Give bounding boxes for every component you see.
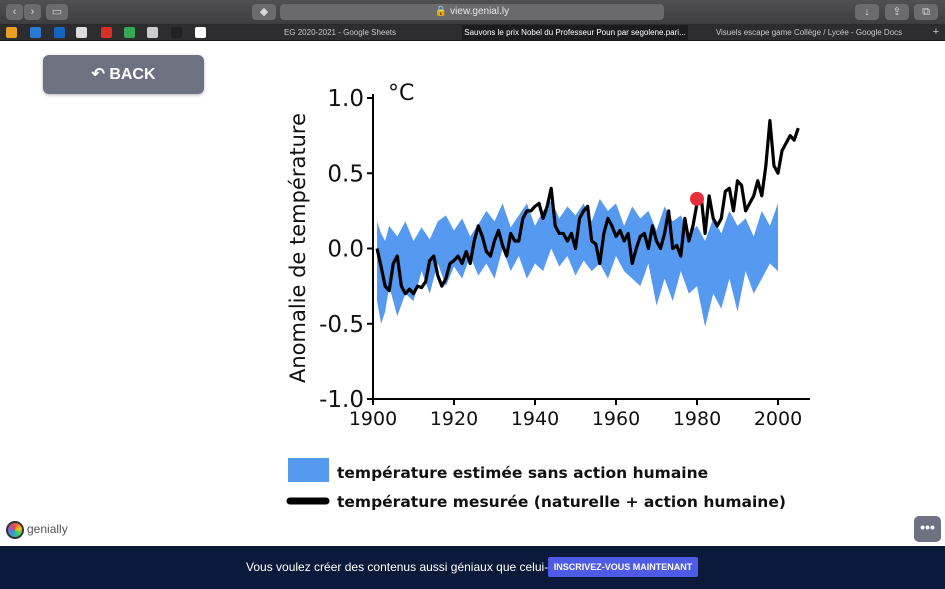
back-button-label: BACK (109, 66, 156, 83)
bookmark-icon[interactable] (76, 27, 87, 38)
y-axis-label: Anomalie de température (286, 113, 310, 383)
x-tick-label: 2000 (754, 408, 802, 430)
y-tick-label: -0.5 (319, 312, 364, 338)
bookmark-icon[interactable] (30, 27, 41, 38)
highlight-marker (690, 191, 704, 206)
signup-button[interactable]: INSCRIVEZ-VOUS MAINTENANT (548, 557, 698, 577)
tab-google-sheets[interactable]: EG 2020-2021 - Google Sheets (283, 28, 397, 37)
logo-text: genially (27, 522, 68, 536)
measured-temperature-line (375, 118, 800, 296)
tabs-icon[interactable]: ⧉ (914, 4, 938, 20)
unit-label: °C (388, 81, 414, 106)
sidebar-icon[interactable]: ▭ (46, 4, 68, 20)
legend-label-band: température estimée sans action humaine (337, 464, 708, 482)
undo-arrow-icon: ↶ (91, 66, 105, 83)
new-tab-button[interactable]: + (932, 26, 940, 38)
legend-swatch-band (288, 458, 329, 482)
back-button[interactable]: ↶ BACK (43, 55, 204, 94)
gmail-icon[interactable] (101, 27, 112, 38)
promo-text: Vous voulez créer des contenus aussi gén… (246, 560, 567, 574)
x-tick-label: 1960 (592, 408, 640, 430)
y-tick-label: 1.0 (327, 86, 364, 112)
download-icon[interactable]: ↓ (855, 4, 879, 20)
genially-logo-icon (6, 520, 24, 539)
lock-icon: 🔒 (434, 6, 448, 17)
x-tick-label: 1920 (430, 408, 478, 430)
legend-label-line: température mesurée (naturelle + action … (337, 493, 786, 511)
bookmark-icon[interactable] (6, 27, 17, 38)
more-options-button[interactable]: ••• (914, 516, 941, 542)
x-tick-label: 1980 (673, 408, 721, 430)
address-url: view.genial.ly (450, 6, 510, 17)
temperature-anomaly-chart: Anomalie de température °C 1900 1920 1940 1… (286, 81, 810, 511)
bookmark-icon[interactable] (147, 27, 158, 38)
natural-estimate-band (377, 198, 778, 327)
bookmarks-and-tabs-bar: EG 2020-2021 - Google Sheets Sauvons le … (0, 25, 945, 41)
y-tick-label: 0.0 (327, 237, 364, 263)
address-bar[interactable]: 🔒 view.genial.ly (280, 4, 664, 20)
browser-toolbar: ‹ › ▭ ◆ 🔒 view.genial.ly ↓ ⇪ ⧉ (0, 0, 945, 25)
back-nav-button[interactable]: ‹ (6, 4, 23, 20)
tab-genially[interactable]: Sauvons le prix Nobel du Professeur Poun… (462, 25, 688, 40)
tag-icon[interactable]: ◆ (252, 4, 276, 20)
y-tick-label: -1.0 (319, 387, 364, 413)
forward-nav-button[interactable]: › (24, 4, 41, 20)
x-tick-label: 1900 (349, 408, 397, 430)
bookmark-icon[interactable] (171, 27, 182, 38)
tab-google-docs[interactable]: Visuels escape game Collège / Lycée - Go… (715, 28, 903, 37)
share-icon[interactable]: ⇪ (885, 4, 909, 20)
outlook-icon[interactable] (54, 27, 65, 38)
drive-icon[interactable] (124, 27, 135, 38)
genially-logo[interactable]: genially (6, 518, 68, 540)
y-tick-label: 0.5 (327, 161, 364, 187)
google-icon[interactable] (195, 27, 206, 38)
x-tick-label: 1940 (511, 408, 559, 430)
promo-footer: Vous voulez créer des contenus aussi gén… (0, 546, 945, 589)
